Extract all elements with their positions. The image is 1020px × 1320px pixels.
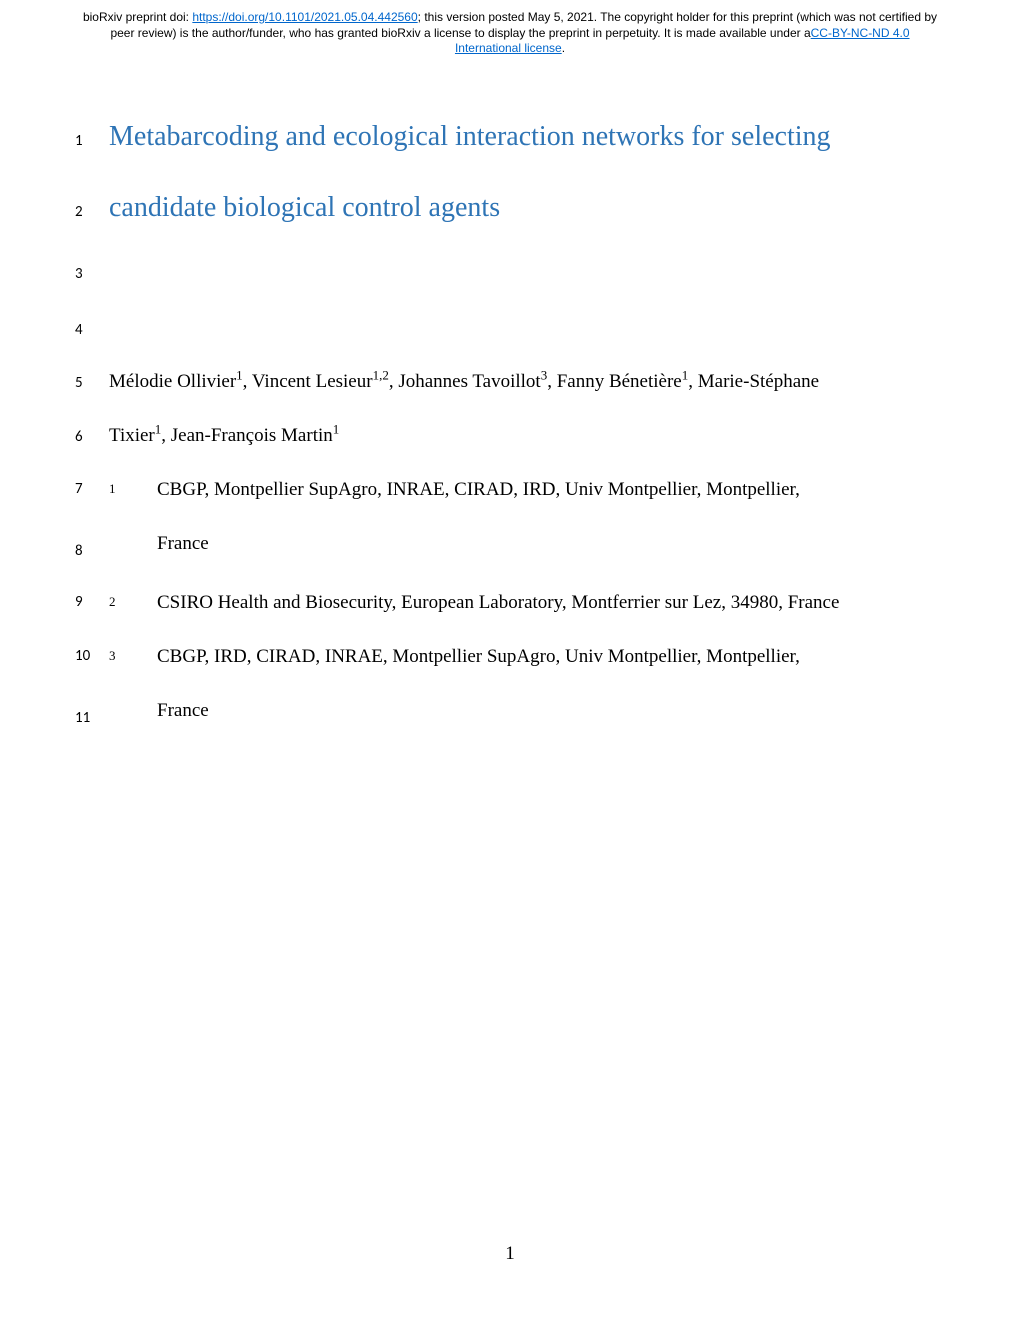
- affiliation-text: France: [157, 700, 935, 722]
- line-7: 7 1 CBGP, Montpellier SupAgro, INRAE, CI…: [75, 479, 935, 501]
- affiliation-text: CBGP, Montpellier SupAgro, INRAE, CIRAD,…: [157, 479, 935, 501]
- author-name: , Fanny Bénetière: [547, 371, 682, 392]
- title-line-1: Metabarcoding and ecological interaction…: [109, 117, 935, 156]
- affiliation-2: 2 CSIRO Health and Biosecurity, European…: [109, 592, 935, 614]
- line-3: 3: [75, 259, 935, 283]
- line-1: 1 Metabarcoding and ecological interacti…: [75, 117, 935, 156]
- affiliation-text: CSIRO Health and Biosecurity, European L…: [157, 592, 935, 614]
- line-10: 10 3 CBGP, IRD, CIRAD, INRAE, Montpellie…: [75, 646, 935, 668]
- line-2: 2 candidate biological control agents: [75, 188, 935, 227]
- line-4: 4: [75, 315, 935, 339]
- authors-line-1: Mélodie Ollivier1, Vincent Lesieur1,2, J…: [109, 371, 935, 393]
- line-number: 5: [75, 374, 109, 392]
- line-number: 9: [75, 593, 109, 611]
- title-line-2: candidate biological control agents: [109, 188, 935, 227]
- author-sup: 1,2: [373, 368, 389, 383]
- affiliation-spacer: [109, 533, 157, 555]
- affiliation-1: 1 CBGP, Montpellier SupAgro, INRAE, CIRA…: [109, 479, 935, 501]
- line-number: 10: [75, 647, 109, 665]
- line-8: 8 France: [75, 533, 935, 560]
- line-number: 7: [75, 480, 109, 498]
- line-number: 4: [75, 321, 109, 339]
- line-11: 11 France: [75, 700, 935, 727]
- empty-content: [109, 315, 935, 334]
- affiliation-num: 2: [109, 592, 157, 614]
- affiliation-text: France: [157, 533, 935, 555]
- page-number: 1: [0, 1243, 1020, 1265]
- author-name: , Vincent Lesieur: [243, 371, 373, 392]
- author-sup: 1: [333, 422, 340, 437]
- authors-line-2: Tixier1, Jean-François Martin1: [109, 425, 935, 447]
- header-prefix: bioRxiv preprint doi:: [83, 10, 192, 24]
- doi-link[interactable]: https://doi.org/10.1101/2021.05.04.44256…: [192, 10, 417, 24]
- line-5: 5 Mélodie Ollivier1, Vincent Lesieur1,2,…: [75, 371, 935, 393]
- line-number: 6: [75, 428, 109, 446]
- author-name: Tixier: [109, 425, 155, 446]
- author-name: , Marie-Stéphane: [688, 371, 819, 392]
- line-number: 1: [75, 132, 109, 150]
- main-content: 1 Metabarcoding and ecological interacti…: [0, 57, 1020, 727]
- line-9: 9 2 CSIRO Health and Biosecurity, Europe…: [75, 592, 935, 614]
- affiliation-text: CBGP, IRD, CIRAD, INRAE, Montpellier Sup…: [157, 646, 935, 668]
- affiliation-num: 1: [109, 479, 157, 501]
- empty-content: [109, 259, 935, 278]
- affiliation-spacer: [109, 700, 157, 722]
- line-number: 2: [75, 203, 109, 221]
- affiliation-num: 3: [109, 646, 157, 668]
- author-name: , Jean-François Martin: [161, 425, 332, 446]
- preprint-header: bioRxiv preprint doi: https://doi.org/10…: [0, 0, 1020, 57]
- affiliation-3-cont: France: [109, 700, 935, 722]
- author-name: , Johannes Tavoillot: [389, 371, 541, 392]
- line-number: 11: [75, 709, 109, 727]
- line-6: 6 Tixier1, Jean-François Martin1: [75, 425, 935, 447]
- author-name: Mélodie Ollivier: [109, 371, 236, 392]
- affiliation-1-cont: France: [109, 533, 935, 555]
- line-number: 8: [75, 542, 109, 560]
- header-suffix: .: [562, 41, 565, 55]
- line-number: 3: [75, 265, 109, 283]
- affiliation-3: 3 CBGP, IRD, CIRAD, INRAE, Montpellier S…: [109, 646, 935, 668]
